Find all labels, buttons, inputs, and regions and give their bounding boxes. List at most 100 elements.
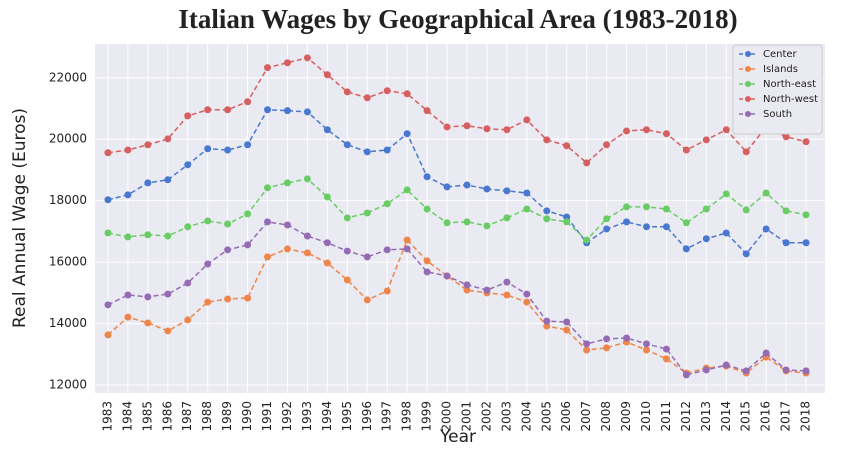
y-tick-label: 14000 (49, 316, 87, 330)
data-point (443, 123, 451, 131)
x-tick-label: 1996 (360, 401, 374, 432)
data-point (403, 130, 411, 138)
data-point (224, 106, 232, 114)
data-point (104, 149, 112, 157)
x-tick-label: 1983 (100, 401, 114, 432)
data-point (782, 239, 790, 247)
data-point (204, 106, 212, 114)
data-point (184, 316, 192, 324)
x-tick-label: 2018 (799, 401, 813, 432)
data-point (483, 125, 491, 133)
data-point (403, 90, 411, 98)
data-point (702, 366, 710, 374)
data-point (303, 249, 311, 257)
data-point (164, 135, 172, 143)
data-point (164, 176, 172, 184)
data-point (184, 223, 192, 231)
data-point (722, 126, 730, 134)
data-point (662, 205, 670, 213)
data-point (124, 191, 132, 199)
y-tick-label: 18000 (49, 193, 87, 207)
legend-label: South (763, 109, 792, 120)
x-tick-label: 1998 (400, 401, 414, 432)
data-point (503, 291, 511, 299)
data-point (762, 349, 770, 357)
data-point (303, 175, 311, 183)
data-point (563, 142, 571, 150)
x-tick-label: 2014 (719, 401, 733, 432)
legend-marker (745, 96, 751, 102)
data-point (224, 146, 232, 154)
data-point (702, 235, 710, 243)
legend-marker (745, 111, 751, 117)
x-tick-label: 1984 (120, 401, 134, 432)
data-point (603, 215, 611, 223)
data-point (264, 64, 272, 72)
data-point (523, 205, 531, 213)
data-point (503, 214, 511, 222)
data-point (124, 313, 132, 321)
data-point (742, 148, 750, 156)
data-point (164, 290, 172, 298)
data-point (383, 146, 391, 154)
data-point (623, 334, 631, 342)
data-point (224, 246, 232, 254)
data-point (623, 127, 631, 135)
data-point (523, 290, 531, 298)
legend: Center Islands North-east North-west South (732, 44, 823, 135)
data-point (124, 291, 132, 299)
data-point (124, 233, 132, 241)
x-tick-label: 2011 (659, 401, 673, 432)
x-tick-label: 2017 (779, 401, 793, 432)
data-point (543, 136, 551, 144)
data-point (423, 173, 431, 181)
x-tick-label: 2016 (759, 401, 773, 432)
data-point (682, 245, 690, 253)
data-point (523, 189, 531, 197)
data-point (802, 367, 810, 375)
x-tick-label: 1988 (200, 401, 214, 432)
data-point (503, 187, 511, 195)
data-point (204, 145, 212, 153)
data-point (543, 317, 551, 325)
legend-label: Islands (763, 64, 798, 75)
data-point (583, 159, 591, 167)
data-point (802, 211, 810, 219)
data-point (323, 259, 331, 267)
data-point (343, 247, 351, 255)
data-point (303, 232, 311, 240)
data-point (144, 293, 152, 301)
data-point (563, 318, 571, 326)
data-point (204, 298, 212, 306)
data-point (104, 331, 112, 339)
y-tick-label: 12000 (49, 378, 87, 392)
data-point (403, 186, 411, 194)
data-point (264, 253, 272, 261)
data-point (483, 185, 491, 193)
x-tick-label: 2012 (679, 401, 693, 432)
data-point (264, 184, 272, 192)
x-tick-label: 2013 (699, 401, 713, 432)
data-point (583, 340, 591, 348)
data-point (463, 122, 471, 130)
data-point (782, 207, 790, 215)
data-point (144, 179, 152, 187)
y-axis-label: Real Annual Wage (Euros) (10, 108, 30, 328)
data-point (244, 294, 252, 302)
data-point (782, 133, 790, 141)
data-point (363, 209, 371, 217)
data-point (423, 205, 431, 213)
data-point (802, 138, 810, 146)
data-point (104, 196, 112, 204)
data-point (583, 346, 591, 354)
data-point (742, 367, 750, 375)
data-point (323, 239, 331, 247)
legend-marker (745, 66, 751, 72)
x-tick-label: 2007 (579, 401, 593, 432)
data-point (283, 245, 291, 253)
data-point (383, 200, 391, 208)
data-point (802, 239, 810, 247)
data-point (623, 203, 631, 211)
data-point (283, 59, 291, 67)
x-tick-label: 2003 (499, 401, 513, 432)
